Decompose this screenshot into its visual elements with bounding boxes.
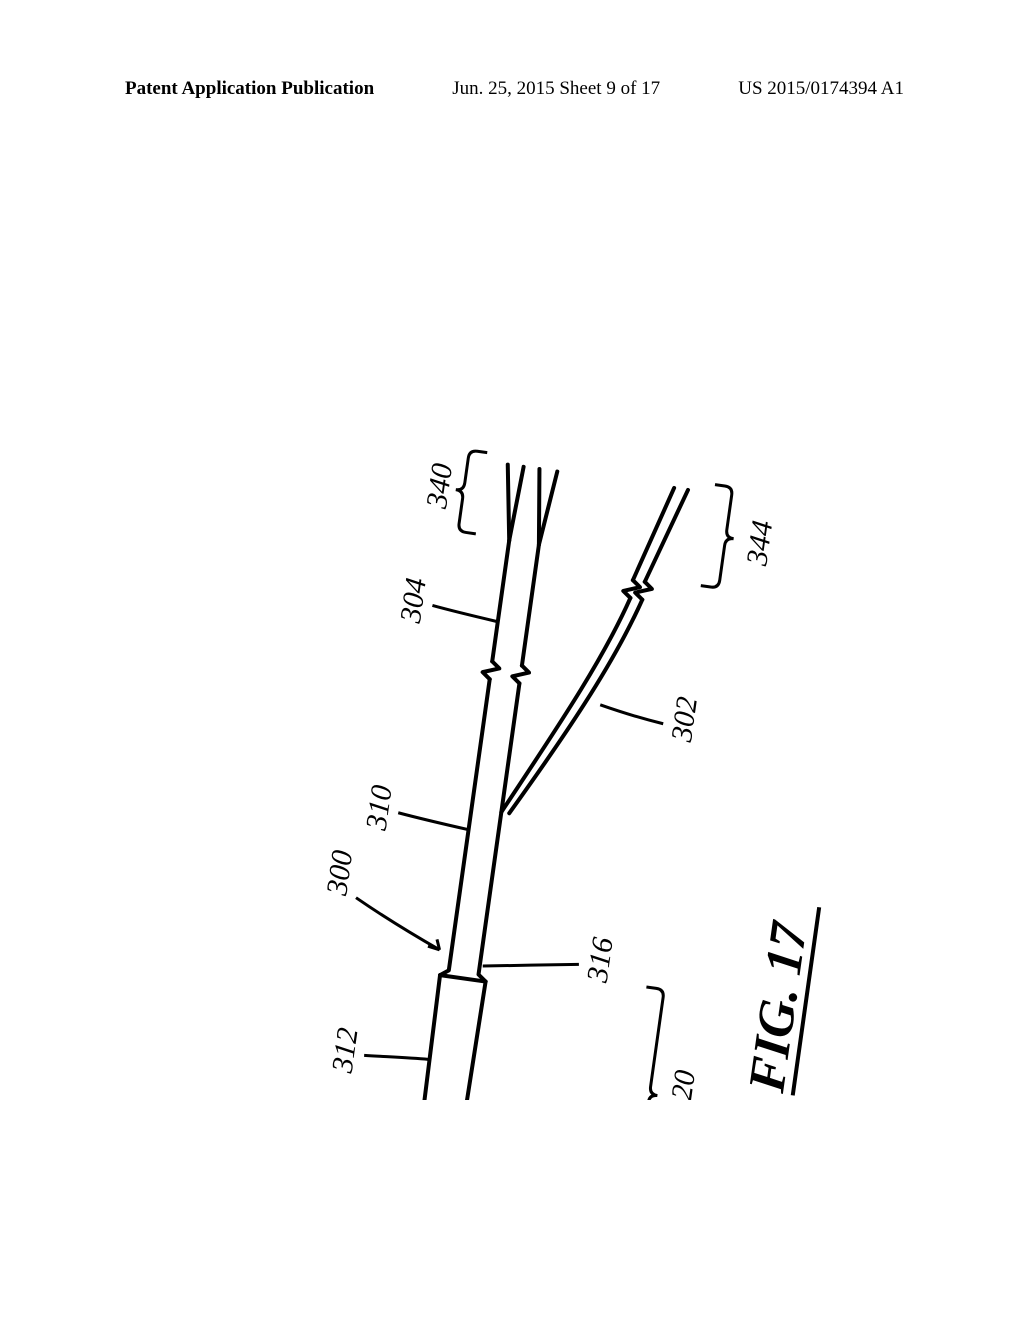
header-right: US 2015/0174394 A1 [738, 78, 904, 100]
brackets [341, 449, 743, 1100]
bracket-340 [450, 449, 487, 534]
ref-304: 304 [394, 576, 433, 626]
device-outline [388, 465, 688, 1100]
step-312-310-top [440, 678, 490, 976]
header-left: Patent Application Publication [125, 78, 374, 100]
seg-340b-bot [539, 470, 557, 545]
leader-lines [307, 601, 675, 1100]
ref-344: 344 [740, 518, 779, 568]
bracket-344 [701, 485, 741, 590]
leader-302b [599, 705, 665, 724]
figure-rotated-group: 300 302 314 312 310 304 316 302 342 320 … [263, 438, 874, 1100]
ref-310: 310 [360, 783, 399, 833]
page-header: Patent Application Publication Jun. 25, … [0, 78, 1024, 100]
figure-label-group: FIG. 17 [738, 900, 821, 1097]
leader-316 [483, 951, 579, 979]
ref-320: 320 [663, 1068, 702, 1100]
tube-310-after-break-bot [522, 545, 539, 666]
leader-304 [431, 605, 498, 621]
sheath-distal-314-top [412, 975, 453, 1100]
seg-340-bot [509, 466, 523, 541]
header-center: Jun. 25, 2015 Sheet 9 of 17 [452, 78, 660, 100]
seg-340b-top [529, 469, 549, 545]
break-310-top [482, 660, 500, 680]
bracket-320 [617, 987, 672, 1100]
ref-302b: 302 [665, 695, 704, 745]
ref-340: 340 [420, 461, 459, 511]
sheath-distal-314-bot [445, 980, 486, 1100]
leader-310 [397, 813, 469, 830]
leader-312 [364, 1050, 428, 1064]
figure-17: 300 302 314 312 310 304 316 302 342 320 … [150, 200, 874, 1100]
step-312-310-bot [478, 683, 528, 981]
inner-302-exit-top [501, 584, 630, 825]
leader-300 [350, 898, 445, 950]
ref-300: 300 [320, 848, 359, 898]
break-310-bot [512, 664, 530, 684]
ref-316: 316 [581, 935, 620, 985]
ref-312: 312 [326, 1026, 365, 1076]
tube-310-after-break-top [492, 541, 509, 662]
